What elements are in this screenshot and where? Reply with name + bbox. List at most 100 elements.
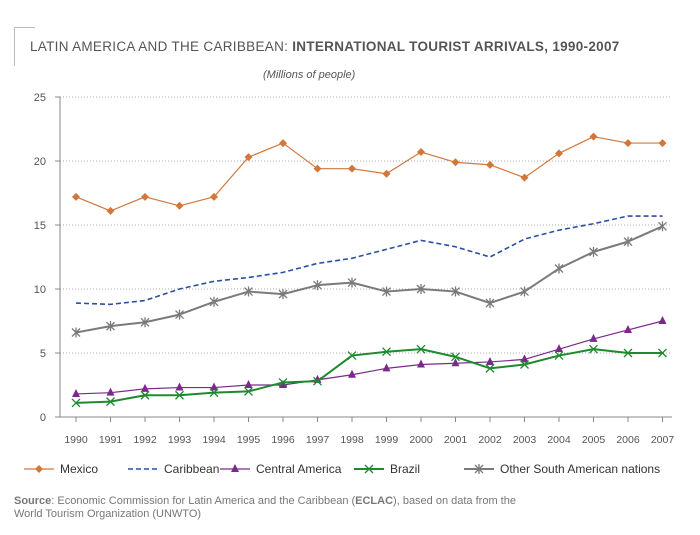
x-tick-label: 1993 [168, 434, 192, 446]
source-line2: World Tourism Organization (UNWTO) [14, 508, 202, 520]
x-tick-label: 2007 [651, 434, 675, 446]
source-eclac: ECLAC [355, 495, 394, 507]
title-frame-corner [14, 27, 35, 66]
x-tick-label: 1997 [306, 434, 330, 446]
chart-title: LATIN AMERICA AND THE CARIBBEAN: INTERNA… [30, 39, 620, 54]
data-point-brazil [209, 388, 219, 398]
x-tick-label: 2003 [513, 434, 537, 446]
legend-swatch-caribbean [128, 468, 158, 470]
data-point-mexico [141, 192, 149, 201]
y-tick-label: 5 [40, 348, 46, 360]
data-point-other-south-american-nations [209, 296, 219, 307]
data-point-brazil [71, 398, 81, 408]
y-tick-label: 0 [40, 412, 46, 424]
x-tick-label: 1996 [271, 434, 295, 446]
data-point-mexico [106, 206, 115, 215]
data-point-other-south-american-nations [313, 280, 322, 291]
data-point-central-america [555, 344, 563, 353]
data-point-mexico [382, 169, 391, 178]
series-line-mexico [75, 136, 663, 212]
data-point-other-south-american-nations [520, 286, 529, 297]
data-point-brazil [658, 348, 667, 358]
data-point-central-america [72, 388, 80, 397]
data-point-other-south-american-nations [106, 321, 115, 332]
source-text-b: ), based on data from the [393, 495, 516, 507]
legend-item-other-south-american-nations: Other South American nations [462, 460, 660, 478]
x-tick-label: 1991 [99, 434, 123, 446]
data-point-other-south-american-nations [589, 246, 598, 257]
data-point-other-south-american-nations [278, 289, 288, 300]
data-point-brazil [106, 397, 115, 407]
series-line-brazil [75, 348, 663, 404]
data-point-other-south-american-nations [347, 277, 357, 288]
data-point-brazil [554, 351, 564, 361]
x-tick-label: 1994 [202, 434, 226, 446]
x-tick-label: 1990 [64, 434, 88, 446]
data-point-other-south-american-nations [623, 236, 633, 247]
legend-marker [474, 464, 484, 474]
legend-swatch-mexico [24, 465, 54, 473]
data-point-brazil [313, 376, 322, 386]
legend-label: Central America [256, 462, 342, 476]
data-point-mexico [520, 173, 529, 182]
data-point-mexico [348, 164, 356, 173]
data-point-mexico [210, 192, 218, 201]
x-tick-label: 2005 [582, 434, 606, 446]
data-point-central-america [486, 356, 494, 365]
legend: Mexico Caribbean Central America Brazil Othe… [22, 460, 692, 478]
data-point-mexico [417, 148, 425, 157]
data-point-mexico [486, 160, 494, 169]
data-point-central-america [520, 354, 529, 363]
legend-marker [364, 464, 374, 474]
data-point-mexico [279, 139, 287, 148]
legend-label: Mexico [60, 462, 99, 476]
source-label: Source [14, 495, 52, 507]
series-line-other-south-american-nations [75, 225, 663, 334]
x-tick-label: 1998 [340, 434, 364, 446]
y-tick-label: 20 [34, 156, 46, 168]
x-tick-label: 2000 [409, 434, 433, 446]
data-point-brazil [623, 348, 633, 358]
data-point-brazil [451, 352, 460, 362]
chart-title-prefix: LATIN AMERICA AND THE CARIBBEAN: [30, 39, 293, 54]
data-point-mexico [313, 164, 322, 173]
data-point-brazil [140, 390, 150, 400]
legend-label: Brazil [390, 462, 421, 476]
legend-label: Other South American nations [500, 462, 661, 476]
x-tick-label: 1999 [375, 434, 399, 446]
data-point-other-south-american-nations [382, 286, 391, 297]
series-line-central-america [75, 320, 663, 395]
data-point-mexico [451, 158, 460, 167]
x-tick-label: 2001 [444, 434, 468, 446]
x-tick-label: 1995 [237, 434, 261, 446]
legend-item-mexico: Mexico [22, 460, 98, 478]
data-point-brazil [589, 344, 598, 354]
data-point-central-america [210, 382, 218, 391]
data-point-other-south-american-nations [554, 263, 564, 274]
data-point-central-america [279, 380, 287, 388]
data-point-brazil [347, 351, 357, 361]
data-point-brazil [416, 344, 426, 354]
data-point-central-america [141, 383, 149, 392]
data-point-mexico [658, 139, 667, 148]
data-point-mexico [175, 201, 184, 210]
data-point-central-america [348, 369, 356, 378]
data-point-other-south-american-nations [244, 286, 253, 297]
source-text-a: : Economic Commission for Latin America … [51, 495, 356, 507]
data-point-brazil [520, 360, 529, 369]
legend-marker [231, 464, 239, 472]
data-point-brazil [278, 377, 288, 387]
x-tick-label: 2004 [547, 434, 571, 446]
data-point-central-america [451, 358, 460, 367]
legend-swatch-brazil [354, 464, 384, 474]
data-point-brazil [244, 386, 253, 396]
x-tick-label: 2006 [616, 434, 640, 446]
series-line-caribbean [75, 215, 663, 306]
data-point-mexico [72, 192, 80, 201]
data-point-other-south-american-nations [140, 317, 150, 328]
data-point-other-south-american-nations [658, 221, 667, 232]
data-point-mexico [244, 153, 253, 162]
data-point-mexico [555, 149, 563, 158]
data-point-other-south-american-nations [175, 309, 184, 320]
